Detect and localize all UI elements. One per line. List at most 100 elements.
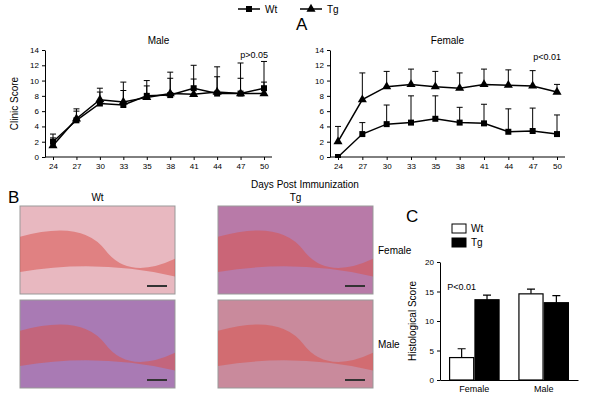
panel-letter: A [296,15,308,34]
figure: 0246810121424273033353841444750AMaleClin… [0,0,600,411]
tick-label: 41 [190,162,199,171]
chart-title: Male [148,35,170,46]
tick-label: 35 [431,162,440,171]
tick-label: 0 [35,153,40,162]
marker [382,81,391,89]
tick-label: 47 [529,162,538,171]
plot-area [333,69,561,158]
tick-mark [264,157,265,160]
legend-item: Tg [452,237,483,248]
tick-label: 20 [425,258,434,267]
marker [236,88,245,96]
error-bar [527,289,535,294]
image-background [218,206,373,294]
marker [504,80,513,88]
bar [475,300,499,380]
tick-mark [437,380,440,381]
tick-mark [42,50,45,51]
tick-label: 4 [320,122,325,131]
tick-mark [241,157,242,160]
tick-label: 14 [315,46,324,55]
marker [95,94,104,102]
legend-label: Wt [265,4,277,15]
y-axis-title: Histological Score [407,281,418,361]
marker [119,97,128,105]
marker [528,81,537,89]
axis-y: 05101520 [425,258,440,385]
tick: 8 [35,92,45,101]
legend-swatch [452,238,466,247]
tick: Male [534,380,554,394]
marker [335,154,341,158]
tick-label: 10 [425,317,434,326]
axis-x: Female Male [441,380,579,394]
error-bar [458,349,466,358]
error-bar [408,96,414,123]
histology-image [218,206,373,294]
image-background [218,300,373,388]
tick: 6 [320,107,330,116]
tick-label: 41 [480,162,489,171]
tick: 6 [35,107,45,116]
legend-item: Wt [238,4,277,15]
tick-mark [387,157,388,160]
tick-label: 33 [407,162,416,171]
chart-title: Female [431,35,465,46]
marker [358,94,367,102]
error-bar [483,295,491,300]
marker [479,79,488,87]
tick-mark [437,292,440,293]
marker [166,88,175,96]
tick-label: 47 [237,162,246,171]
legend-item: Tg [300,4,339,15]
tick-mark [327,142,330,143]
tick-mark [53,157,54,160]
tick-label: 0 [320,153,325,162]
tick: 2 [35,138,45,147]
tick-label: 6 [35,107,40,116]
tick-label: 8 [35,92,40,101]
marker [48,140,57,148]
line [338,84,557,141]
tick-label: 30 [96,162,105,171]
tick-label: 0 [430,376,435,385]
tick-label: 2 [35,138,40,147]
series [450,289,543,380]
marker [505,129,511,135]
tick-label: Female [459,384,489,394]
tick-mark [435,157,436,160]
marker [259,88,268,96]
marker [530,128,536,134]
plot-area [450,289,569,380]
tissue-shape [218,324,373,370]
tick-mark [217,157,218,160]
tick: 10 [425,317,440,326]
tick-label: 44 [504,162,513,171]
marker [481,120,487,126]
axis-line [330,157,565,158]
axis-line [440,263,441,381]
image-background [20,206,175,294]
tick-mark [557,157,558,160]
error-bar [552,296,560,303]
tick-label: 38 [166,162,175,171]
histology-image [20,206,175,294]
tick-label: 12 [30,61,39,70]
tick-label: 50 [553,162,562,171]
tick: 12 [315,61,330,70]
tick-mark [327,50,330,51]
tick-mark [100,157,101,160]
tick-label: 33 [119,162,128,171]
row-label: Female [378,245,412,256]
series [333,69,561,144]
tick: 27 [358,157,367,171]
tick-label: 5 [430,347,435,356]
tick: 24 [49,157,58,171]
tick-mark [533,157,534,160]
tick-label: 30 [383,162,392,171]
panel-letter: B [8,188,19,207]
marker [552,87,561,95]
image-background [20,300,175,388]
annotation: P<0.01 [447,282,476,292]
tick: 30 [96,157,105,171]
